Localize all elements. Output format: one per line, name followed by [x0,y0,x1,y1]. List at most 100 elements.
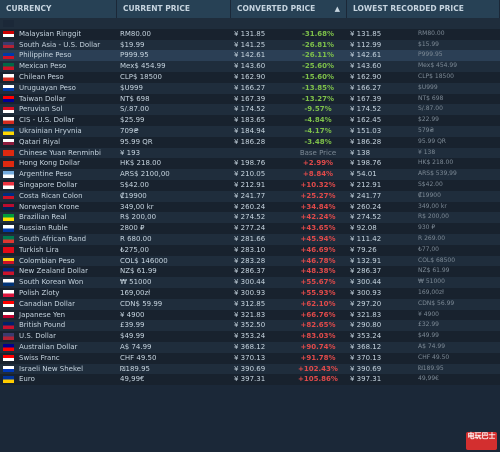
table-header: CURRENCY CURRENT PRICE CONVERTED PRICE ▲… [0,0,500,18]
lowest-original-value [418,18,498,29]
currency-cell: Malaysian Ringgit [0,29,117,40]
currency-name: Philippine Peso [19,51,72,60]
table-row[interactable]: Singapore Dollar S$42.00 ¥ 212.91 +10.32% ¥ … [0,179,500,191]
header-current-price[interactable]: CURRENT PRICE [117,0,231,18]
lowest-price-cell: ¥ 143.60 Mex$ 454.99 [347,61,500,72]
table-row[interactable]: U.S. Dollar $49.99 ¥ 353.24 +83.03% ¥ 353.24… [0,331,500,342]
price-difference: +45.94% [300,234,336,243]
lowest-price-cell: ¥ 397.31 49,99€ [347,374,500,385]
lowest-converted-value: ¥ 274.52 [350,213,382,222]
price-difference: +82.65% [300,321,336,330]
table-row[interactable]: South Korean Won ₩ 51000 ¥ 300.44 +55.67% ¥ … [0,277,500,288]
converted-value: ¥ 300.44 [234,278,266,287]
lowest-converted-value: ¥ 390.69 [350,364,382,373]
lowest-converted-value: ¥ 260.24 [350,202,382,211]
currency-name: Argentine Peso [19,170,72,179]
currency-cell: Chilean Peso [0,72,117,83]
lowest-converted-value: ¥ 397.31 [350,375,382,384]
table-row[interactable]: Colombian Peso COL$ 146000 ¥ 283.28 +46.78%… [0,255,500,267]
table-row[interactable]: Peruvian Sol S/.87.00 ¥ 174.52 -9.57% ¥ 174.… [0,104,500,116]
converted-price-cell: ¥ 397.31 +105.86% [231,374,347,385]
table-row[interactable]: New Zealand Dollar NZ$ 61.99 ¥ 286.37 +48.3… [0,266,500,278]
lowest-converted-value: ¥ 212.91 [350,180,382,189]
table-row[interactable]: British Pound £39.99 ¥ 352.50 +82.65% ¥ 290.… [0,320,500,332]
currency-cell: Uruguayan Peso [0,83,117,94]
currency-name: Euro [19,375,35,384]
table-row[interactable]: Euro 49,99€ ¥ 397.31 +105.86% ¥ 397.31 49,99€ [0,374,500,386]
header-lowest-price[interactable]: LOWEST RECORDED PRICE [347,0,500,18]
table-row[interactable] [0,18,500,29]
currency-cell: Qatari Riyal [0,137,117,148]
table-row[interactable]: Japanese Yen ¥ 4900 ¥ 321.83 +66.76% ¥ 321.8… [0,309,500,321]
table-row[interactable]: Mexican Peso Mex$ 454.99 ¥ 143.60 -25.60% ¥ … [0,61,500,72]
converted-price-cell: ¥ 274.52 +42.24% [231,212,347,223]
table-row[interactable]: Israeli New Shekel ₪189.95 ¥ 390.69 +102.43… [0,363,500,375]
table-row[interactable]: Ukrainian Hryvnia 709₴ ¥ 184.94 -4.17% ¥ 151… [0,125,500,137]
converted-price-cell: ¥ 260.24 +34.84% [231,202,347,213]
price-difference: +91.78% [300,353,336,362]
table-row[interactable]: Russian Ruble 2800 ₽ ¥ 277.24 +43.65% ¥ 92.0… [0,223,500,234]
converted-price-cell: ¥ 212.91 +10.32% [231,180,347,191]
converted-price-cell: ¥ 321.83 +66.76% [231,310,347,321]
table-row[interactable]: Qatari Riyal 95.99 QR ¥ 186.28 -3.48% ¥ 186.… [0,136,500,148]
table-row[interactable]: South Asia - U.S. Dollar $19.99 ¥ 141.25 -2… [0,39,500,51]
header-currency[interactable]: CURRENCY [0,0,117,18]
table-row[interactable]: Chilean Peso CLP$ 18500 ¥ 162.90 -15.60% ¥ 1… [0,71,500,83]
lowest-converted-value: ¥ 142.61 [350,51,382,60]
table-row[interactable]: Argentine Peso ARS$ 2100,00 ¥ 210.05 +8.84%… [0,169,500,180]
table-row[interactable]: Norwegian Krone 349,00 kr ¥ 260.24 +34.84% ¥… [0,201,500,213]
table-row[interactable]: Philippine Peso P999.95 ¥ 142.61 -26.11% ¥ 1… [0,50,500,62]
table-row[interactable]: CIS - U.S. Dollar $25.99 ¥ 183.65 -4.84% ¥ 1… [0,115,500,126]
table-row[interactable]: Australian Dollar A$ 74.99 ¥ 368.12 +90.74%… [0,341,500,353]
currency-name: Mexican Peso [19,62,67,71]
lowest-converted-value: ¥ 286.37 [350,267,382,276]
currency-cell: Ukrainian Hryvnia [0,126,117,137]
lowest-price-cell: ¥ 138 ¥ 138 [347,148,500,159]
current-price-cell: 709₴ [120,126,139,135]
table-row[interactable]: Polish Zloty 169,00zł ¥ 300.93 +55.93% ¥ 300… [0,287,500,299]
lowest-converted-value: ¥ 198.76 [350,159,382,168]
current-price-cell: ARS$ 2100,00 [120,170,170,179]
converted-price-cell: ¥ 210.05 +8.84% [231,169,347,180]
lowest-converted-value: ¥ 186.28 [350,137,382,146]
flag-icon [3,63,14,70]
flag-icon [3,30,14,38]
converted-value: ¥ 370.13 [234,353,266,362]
lowest-converted-value: ¥ 162.90 [350,72,382,81]
table-row[interactable]: Hong Kong Dollar HK$ 218.00 ¥ 198.76 +2.99%… [0,158,500,170]
lowest-converted-value: ¥ 321.83 [350,310,382,319]
currency-name: Hong Kong Dollar [19,159,81,168]
lowest-converted-value: ¥ 112.99 [350,40,382,49]
price-difference: -15.60% [301,72,335,81]
current-price-cell: 49,99€ [120,375,145,384]
lowest-price-cell: ¥ 300.44 ₩ 51000 [347,277,500,288]
table-row[interactable]: Costa Rican Colon ₡19900 ¥ 241.77 +25.27% ¥ … [0,190,500,202]
flag-icon [3,84,14,92]
table-row[interactable]: Canadian Dollar CDN$ 59.99 ¥ 312.85 +62.10%… [0,298,500,310]
lowest-converted-value [350,18,418,29]
sort-ascending-icon[interactable]: ▲ [334,5,340,13]
currency-name: Polish Zloty [19,288,60,297]
table-row[interactable]: Taiwan Dollar NT$ 698 ¥ 167.39 -13.27% ¥ 167… [0,93,500,105]
converted-price-cell: ¥ 198.76 +2.99% [231,158,347,169]
table-row[interactable]: South African Rand R 680.00 ¥ 281.66 +45.94… [0,233,500,245]
table-row[interactable]: Brazilian Real R$ 200,00 ¥ 274.52 +42.24% ¥ … [0,212,500,224]
table-row[interactable]: Turkish Lira ₺275,00 ¥ 283.10 +46.69% ¥ 79.2… [0,244,500,256]
flag-icon [3,290,14,297]
table-row[interactable]: Malaysian Ringgit RM80.00 ¥ 131.85 -31.68% ¥… [0,28,500,40]
table-row[interactable]: Chinese Yuan Renminbi ¥ 193 Base Price ¥ 13… [0,147,500,159]
current-price-cell [117,18,231,29]
converted-value: ¥ 277.24 [234,224,266,233]
header-converted-price[interactable]: CONVERTED PRICE ▲ [231,0,347,18]
currency-name: Brazilian Real [19,213,67,222]
table-row[interactable]: Swiss Franc CHF 49.50 ¥ 370.13 +91.78% ¥ 370… [0,352,500,364]
current-price-cell: S$42.00 [120,180,149,189]
table-row[interactable]: Uruguayan Peso $U999 ¥ 166.27 -13.85% ¥ 166.… [0,82,500,94]
flag-icon [3,257,14,265]
currency-name: Norwegian Krone [19,202,80,211]
currency-name: Australian Dollar [19,342,78,351]
lowest-price-cell: ¥ 260.24 349,00 kr [347,202,500,213]
lowest-converted-value: ¥ 138 [350,148,371,157]
converted-value: ¥ 390.69 [234,364,266,373]
